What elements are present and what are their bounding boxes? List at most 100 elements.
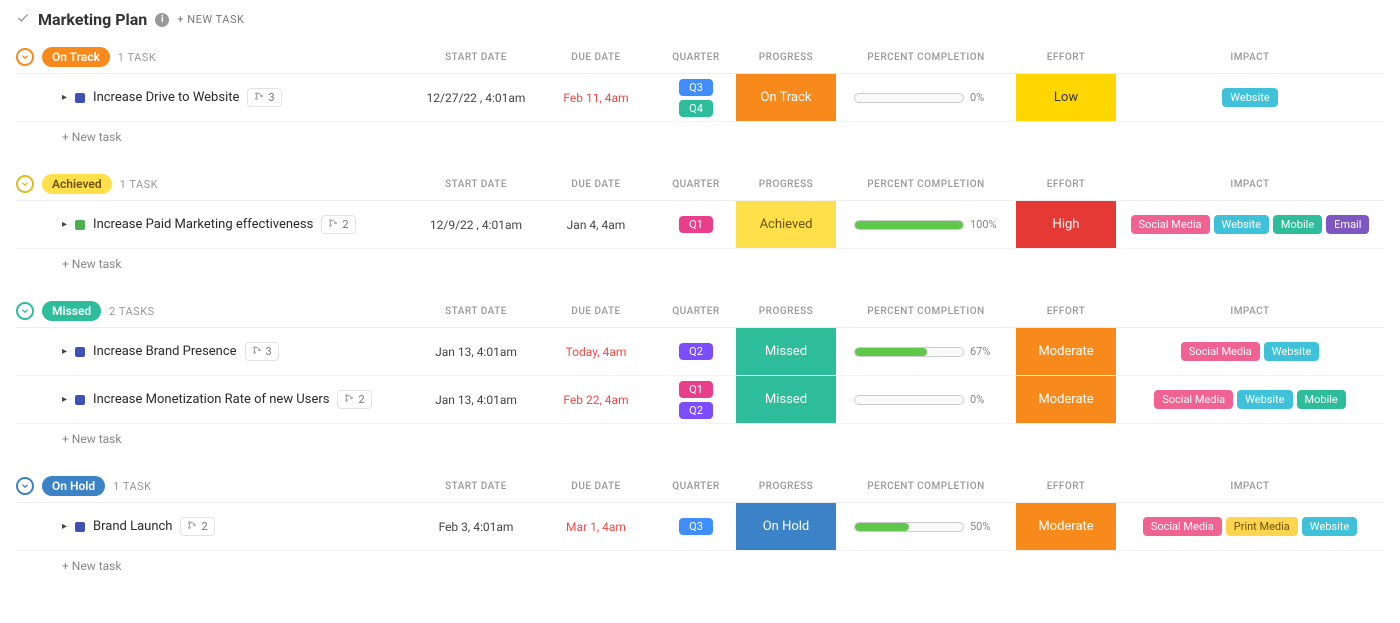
quarter-tag[interactable]: Q1 xyxy=(679,381,713,398)
new-task-row[interactable]: + New task xyxy=(16,249,1384,279)
progress-status[interactable]: Missed xyxy=(736,376,836,423)
quarter-cell[interactable]: Q1 xyxy=(656,212,736,237)
task-status-icon[interactable] xyxy=(75,522,85,532)
start-date[interactable]: Jan 13, 4:01am xyxy=(416,345,536,359)
percent-completion[interactable]: 50% xyxy=(836,520,1016,533)
task-name[interactable]: Increase Drive to Website xyxy=(93,90,239,105)
effort-level[interactable]: Moderate xyxy=(1016,376,1116,423)
impact-cell[interactable]: Social MediaPrint MediaWebsite xyxy=(1116,513,1384,540)
task-name[interactable]: Increase Paid Marketing effectiveness xyxy=(93,217,313,232)
task-status-icon[interactable] xyxy=(75,347,85,357)
impact-tag[interactable]: Social Media xyxy=(1131,215,1210,234)
percent-completion[interactable]: 67% xyxy=(836,345,1016,358)
percent-completion[interactable]: 0% xyxy=(836,91,1016,104)
percent-completion[interactable]: 100% xyxy=(836,218,1016,231)
new-task-row[interactable]: + New task xyxy=(16,424,1384,454)
expand-icon[interactable]: ▸ xyxy=(62,394,67,405)
due-date[interactable]: Today, 4am xyxy=(536,345,656,359)
effort-level[interactable]: Moderate xyxy=(1016,328,1116,375)
new-task-row[interactable]: + New task xyxy=(16,551,1384,581)
impact-cell[interactable]: Website xyxy=(1116,84,1384,111)
section-collapse-icon[interactable] xyxy=(16,48,34,66)
section-status-pill[interactable]: On Hold xyxy=(42,476,105,496)
task-name[interactable]: Increase Monetization Rate of new Users xyxy=(93,392,329,407)
section-collapse-icon[interactable] xyxy=(16,302,34,320)
task-row[interactable]: ▸ Increase Drive to Website 3 12/27/22 , 4:… xyxy=(16,74,1384,122)
task-status-icon[interactable] xyxy=(75,93,85,103)
task-row[interactable]: ▸ Brand Launch 2 Feb 3, 4:01amMar 1, 4am Q3 O… xyxy=(16,503,1384,551)
info-icon[interactable]: i xyxy=(155,13,169,27)
due-date[interactable]: Mar 1, 4am xyxy=(536,520,656,534)
impact-tag[interactable]: Social Media xyxy=(1143,517,1222,536)
impact-tag[interactable]: Print Media xyxy=(1226,517,1298,536)
subtask-count[interactable]: 3 xyxy=(245,342,279,361)
task-status-icon[interactable] xyxy=(75,220,85,230)
start-date[interactable]: 12/27/22 , 4:01am xyxy=(416,91,536,105)
effort-level[interactable]: High xyxy=(1016,201,1116,248)
column-header: START DATE xyxy=(416,306,536,317)
subtask-count[interactable]: 2 xyxy=(180,517,214,536)
quarter-tag[interactable]: Q2 xyxy=(679,343,713,360)
quarter-tag[interactable]: Q3 xyxy=(679,518,713,535)
task-name[interactable]: Brand Launch xyxy=(93,519,172,534)
expand-icon[interactable]: ▸ xyxy=(62,521,67,532)
impact-cell[interactable]: Social MediaWebsite xyxy=(1116,338,1384,365)
task-row[interactable]: ▸ Increase Monetization Rate of new Users… xyxy=(16,376,1384,424)
quarter-cell[interactable]: Q2 xyxy=(656,339,736,364)
subtask-count[interactable]: 2 xyxy=(321,215,355,234)
percent-completion[interactable]: 0% xyxy=(836,393,1016,406)
impact-tag[interactable]: Mobile xyxy=(1273,215,1322,234)
due-date[interactable]: Feb 11, 4am xyxy=(536,91,656,105)
start-date[interactable]: Jan 13, 4:01am xyxy=(416,393,536,407)
start-date[interactable]: Feb 3, 4:01am xyxy=(416,520,536,534)
quarter-cell[interactable]: Q3Q4 xyxy=(656,75,736,121)
quarter-cell[interactable]: Q3 xyxy=(656,514,736,539)
progress-status[interactable]: Missed xyxy=(736,328,836,375)
section-status-pill[interactable]: Achieved xyxy=(42,174,112,194)
impact-tag[interactable]: Website xyxy=(1302,517,1357,536)
section-collapse-icon[interactable] xyxy=(16,477,34,495)
task-row[interactable]: ▸ Increase Paid Marketing effectiveness 2 1… xyxy=(16,201,1384,249)
quarter-tag[interactable]: Q4 xyxy=(679,100,713,117)
section-status-pill[interactable]: On Track xyxy=(42,47,110,67)
start-date[interactable]: 12/9/22 , 4:01am xyxy=(416,218,536,232)
subtask-number: 3 xyxy=(268,91,274,104)
task-name[interactable]: Increase Brand Presence xyxy=(93,344,237,359)
impact-tag[interactable]: Email xyxy=(1326,215,1369,234)
task-status-icon[interactable] xyxy=(75,395,85,405)
due-date[interactable]: Feb 22, 4am xyxy=(536,393,656,407)
column-header: PERCENT COMPLETION xyxy=(836,52,1016,63)
subtask-count[interactable]: 3 xyxy=(247,88,281,107)
expand-icon[interactable]: ▸ xyxy=(62,92,67,103)
impact-tag[interactable]: Social Media xyxy=(1181,342,1260,361)
quarter-cell[interactable]: Q1Q2 xyxy=(656,377,736,423)
progress-status[interactable]: Achieved xyxy=(736,201,836,248)
section-collapse-icon[interactable] xyxy=(16,175,34,193)
column-header: PERCENT COMPLETION xyxy=(836,306,1016,317)
impact-tag[interactable]: Social Media xyxy=(1154,390,1233,409)
due-date[interactable]: Jan 4, 4am xyxy=(536,218,656,232)
impact-tag[interactable]: Website xyxy=(1222,88,1277,107)
quarter-tag[interactable]: Q1 xyxy=(679,216,713,233)
expand-icon[interactable]: ▸ xyxy=(62,219,67,230)
impact-tag[interactable]: Website xyxy=(1237,390,1292,409)
effort-level[interactable]: Low xyxy=(1016,74,1116,121)
impact-tag[interactable]: Website xyxy=(1214,215,1269,234)
task-row[interactable]: ▸ Increase Brand Presence 3 Jan 13, 4:01amT… xyxy=(16,328,1384,376)
progress-status[interactable]: On Hold xyxy=(736,503,836,550)
impact-tag[interactable]: Mobile xyxy=(1297,390,1346,409)
quarter-tag[interactable]: Q2 xyxy=(679,402,713,419)
expand-icon[interactable]: ▸ xyxy=(62,346,67,357)
quarter-tag[interactable]: Q3 xyxy=(679,79,713,96)
impact-tag[interactable]: Website xyxy=(1264,342,1319,361)
impact-cell[interactable]: Social MediaWebsiteMobileEmail xyxy=(1116,211,1384,238)
new-task-row[interactable]: + New task xyxy=(16,122,1384,152)
percent-text: 100% xyxy=(970,218,998,231)
effort-level[interactable]: Moderate xyxy=(1016,503,1116,550)
subtask-count[interactable]: 2 xyxy=(337,390,371,409)
new-task-button[interactable]: + NEW TASK xyxy=(177,13,244,26)
collapse-icon[interactable] xyxy=(16,11,30,29)
section-status-pill[interactable]: Missed xyxy=(42,301,101,321)
impact-cell[interactable]: Social MediaWebsite Mobile xyxy=(1116,386,1384,413)
progress-status[interactable]: On Track xyxy=(736,74,836,121)
